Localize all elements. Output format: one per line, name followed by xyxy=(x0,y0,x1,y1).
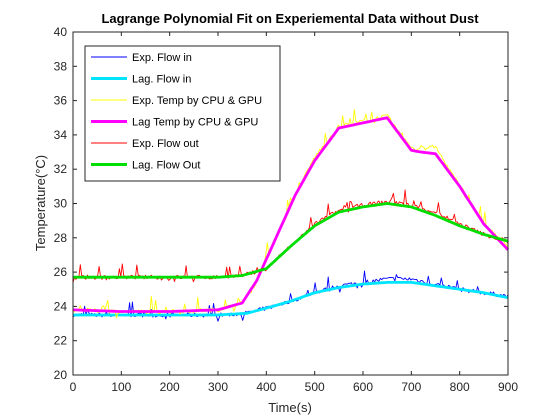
y-tick-label: 40 xyxy=(54,25,68,39)
x-tick-label: 700 xyxy=(401,380,421,394)
y-tick-label: 36 xyxy=(54,94,68,108)
legend-label-lag-temp-by-cpu-gpu: Lag Temp by CPU & GPU xyxy=(132,117,258,129)
series-line-lag-temp-by-cpu-gpu xyxy=(72,116,510,313)
legend-label-exp-flow-in: Exp. Flow in xyxy=(132,52,192,64)
series-layer xyxy=(72,109,510,322)
y-tick-label: 32 xyxy=(54,162,68,176)
y-tick-label: 30 xyxy=(54,197,68,211)
series-line-lag-flow-out xyxy=(73,202,509,279)
y-tick-label: 22 xyxy=(54,334,68,348)
x-tick-label: 800 xyxy=(450,380,470,394)
y-tick-label: 26 xyxy=(54,265,68,279)
x-axis-label: Time(s) xyxy=(268,400,312,415)
legend-box xyxy=(84,45,281,182)
chart-title: Lagrange Polynomial Fit on Experiemental… xyxy=(101,11,479,26)
y-tick-label: 34 xyxy=(54,128,68,142)
x-tick-label: 900 xyxy=(498,380,518,394)
x-tick-label: 100 xyxy=(111,380,131,394)
x-tick-label: 0 xyxy=(70,380,77,394)
y-tick-label: 28 xyxy=(54,231,68,245)
y-tick-label: 24 xyxy=(54,299,68,313)
legend-label-lag-flow-out: Lag. Flow Out xyxy=(132,160,200,172)
ticks-layer: 0 100 200 300 400 500 600 700 800 900 20 22 24 26 28 30… xyxy=(54,25,519,394)
y-axis-label: Temperature(°C) xyxy=(33,155,48,251)
legend-label-exp-flow-out: Exp. Flow out xyxy=(132,138,199,150)
legend-label-lag-flow-in: Lag. Flow in xyxy=(132,74,191,86)
y-tick-label: 20 xyxy=(54,368,68,382)
legend: Exp. Flow in Lag. Flow in Exp. Temp by CPU… xyxy=(84,45,281,182)
x-tick-label: 400 xyxy=(256,380,276,394)
x-tick-label: 200 xyxy=(160,380,180,394)
x-tick-label: 300 xyxy=(208,380,228,394)
x-tick-label: 600 xyxy=(353,380,373,394)
y-tick-label: 38 xyxy=(54,59,68,73)
x-tick-label: 500 xyxy=(305,380,325,394)
legend-label-exp-temp-by-cpu-gpu: Exp. Temp by CPU & GPU xyxy=(132,95,262,107)
series-line-lag-flow-in xyxy=(73,281,509,317)
